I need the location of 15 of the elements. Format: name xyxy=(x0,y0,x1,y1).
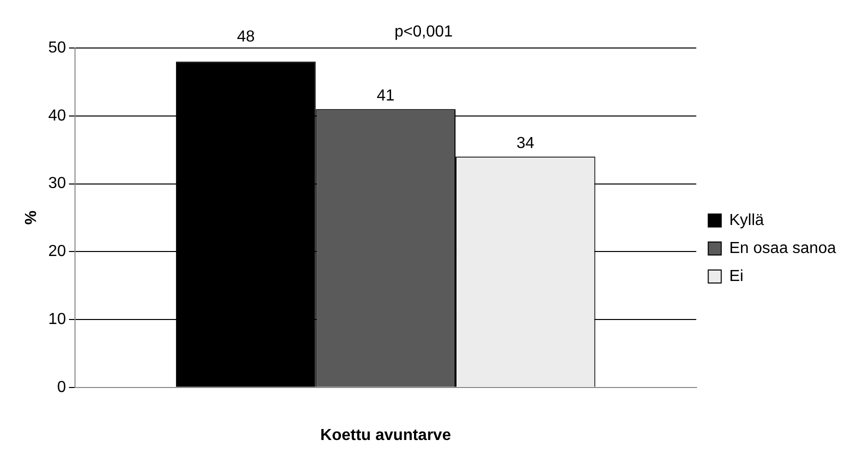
data-label: 41 xyxy=(376,88,395,104)
y-tick-label: 30 xyxy=(48,175,66,192)
y-axis-title: % xyxy=(23,210,40,225)
text: p<0,001 xyxy=(394,23,453,40)
y-tick-label: 50 xyxy=(48,39,66,56)
x-axis-title: Koettu avuntarve xyxy=(320,426,452,444)
y-tick-label: 20 xyxy=(48,243,66,260)
legend-label: Kyllä xyxy=(729,212,764,229)
y-tick-label: 40 xyxy=(48,107,66,124)
data-label: 48 xyxy=(236,28,255,46)
legend-label: Ei xyxy=(729,268,744,285)
legend-label: En osaa sanoa xyxy=(729,240,836,257)
y-tick-label: 0 xyxy=(57,378,66,396)
y-tick-label: 10 xyxy=(48,310,66,328)
data-label: 34 xyxy=(516,135,534,152)
